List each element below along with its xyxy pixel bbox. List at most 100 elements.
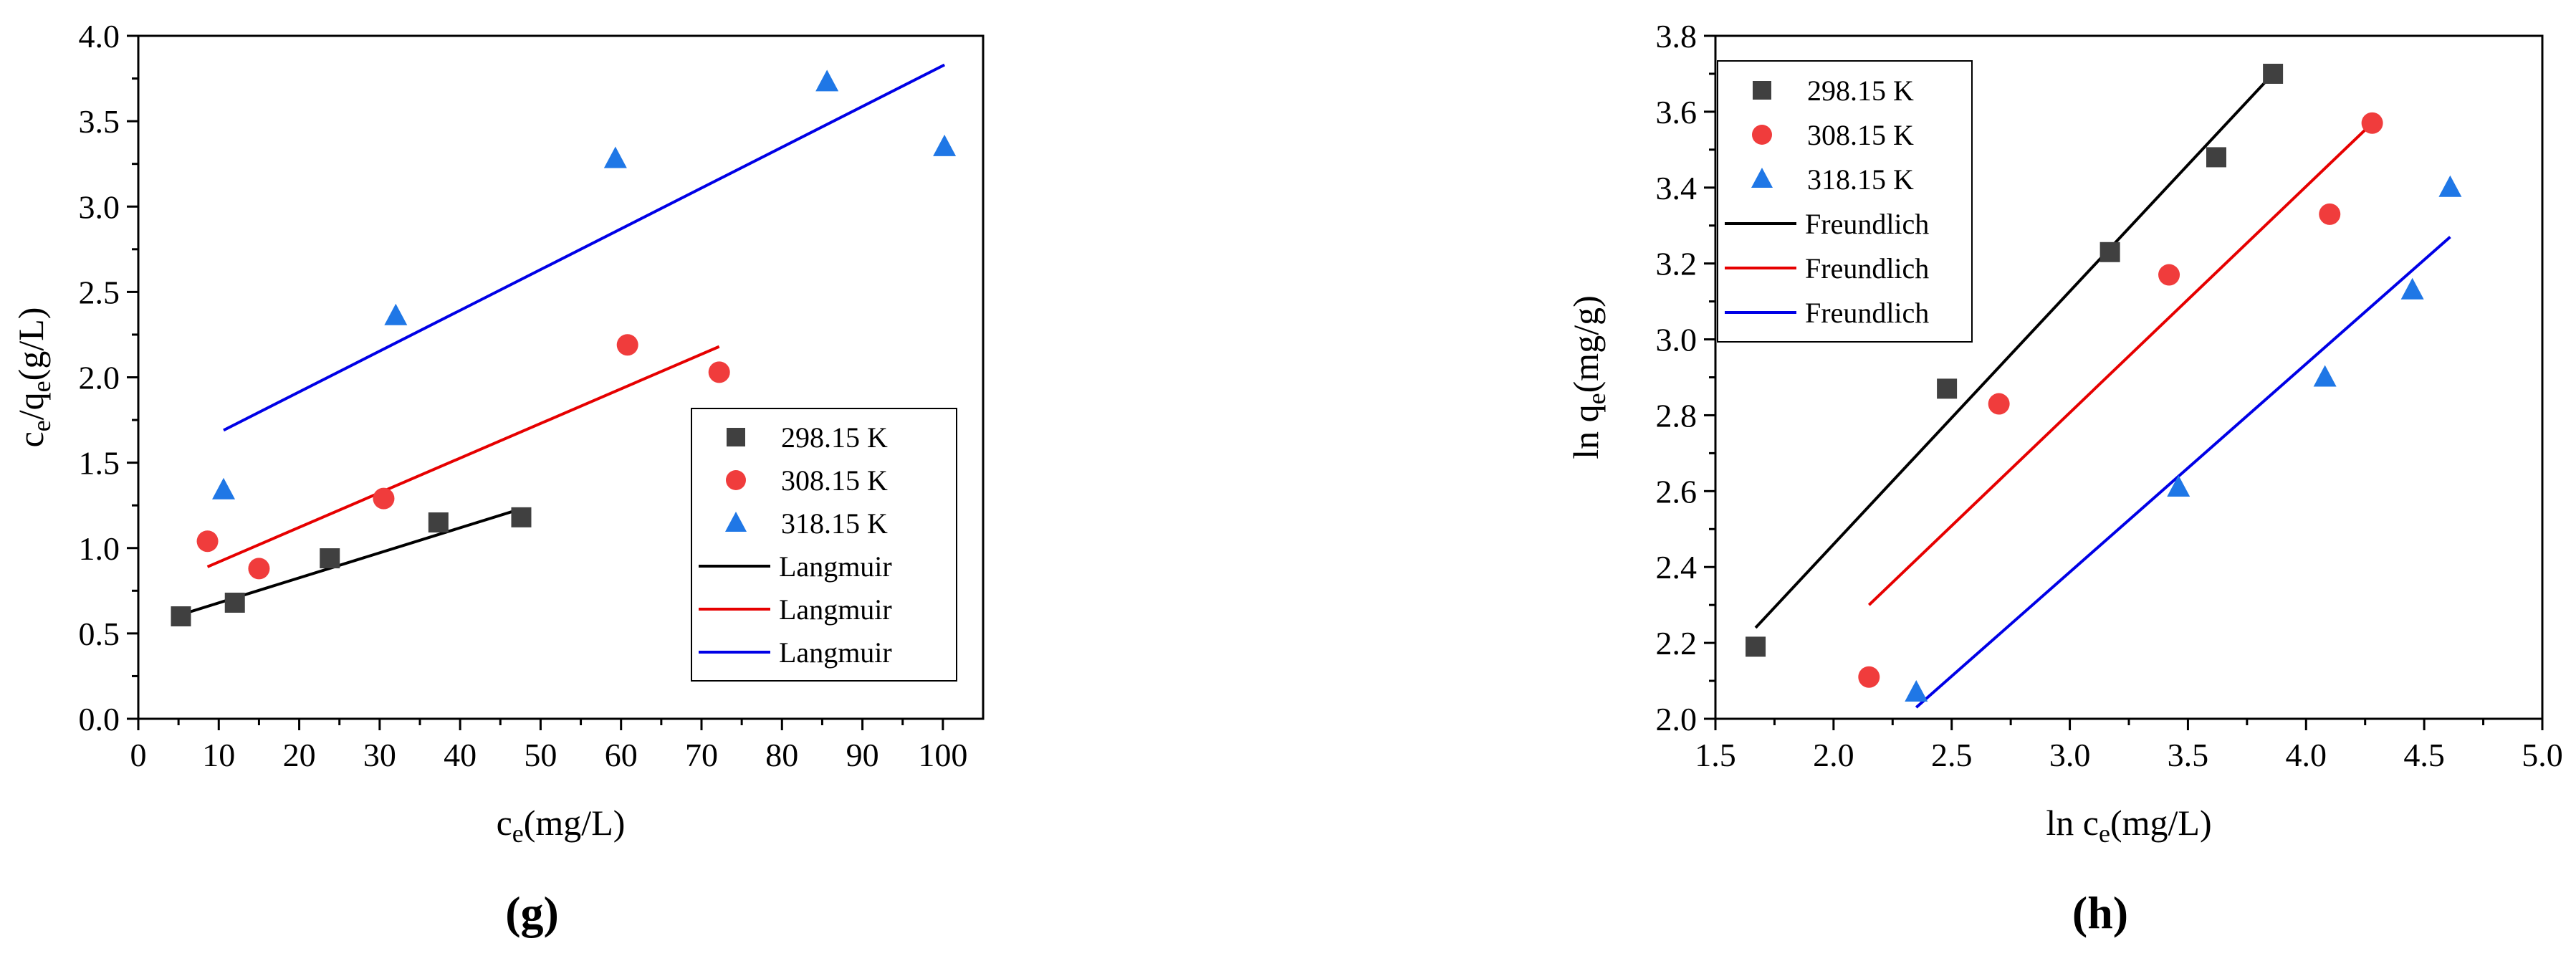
legend-marker (727, 428, 745, 446)
x-tick-label: 0 (130, 737, 147, 773)
legend-marker (726, 470, 746, 490)
legend-entry: 298.15 K (781, 421, 888, 454)
x-tick-label: 40 (444, 737, 477, 773)
x-tick-label: 70 (685, 737, 718, 773)
data-point (2167, 475, 2190, 497)
legend-entry: 308.15 K (781, 464, 888, 497)
data-point (1988, 393, 2010, 415)
data-point (815, 70, 839, 92)
x-tick-label: 60 (605, 737, 638, 773)
data-point (248, 558, 270, 580)
y-tick-label: 3.8 (1656, 18, 1698, 54)
legend-marker (1752, 125, 1772, 145)
data-point (224, 592, 245, 613)
data-point (933, 134, 957, 156)
y-tick-label: 2.8 (1656, 397, 1698, 434)
legend-frame (1717, 60, 1973, 343)
data-point (428, 512, 449, 533)
x-tick-label: 100 (918, 737, 967, 773)
data-point (2319, 203, 2341, 225)
y-tick-label: 0.5 (79, 616, 120, 652)
x-axis-label-g: ce(mg/L) (497, 803, 626, 848)
fit-line (1915, 236, 2451, 709)
x-tick-label: 3.5 (2168, 737, 2209, 773)
x-tick-label: 2.0 (1813, 737, 1854, 773)
x-tick-label: 10 (202, 737, 235, 773)
x-tick-label: 30 (363, 737, 396, 773)
legend-h: 298.15 K 308.15 K 318.15 K Freundlich Freund… (1717, 60, 1973, 343)
data-point (1746, 636, 1766, 657)
chart-h: 1.5 2.0 2.5 3.0 3.5 4.0 4.5 5.02.02.22.42.62.83… (1566, 18, 2563, 938)
legend-entry: Langmuir (779, 550, 892, 583)
y-tick-label: 3.6 (1656, 94, 1698, 130)
data-point (2361, 112, 2383, 134)
x-tick-label: 5.0 (2522, 737, 2563, 773)
y-axis-label-h: ln qe(mg/g) (1566, 295, 1611, 459)
data-point (2400, 277, 2424, 300)
legend-entry: 298.15 K (1807, 75, 1914, 107)
chart-g: 0 10 20 30 40 50 60 70 80 90 100 0.0 0.5 1.0 1.5 2.0 2.5… (11, 18, 985, 938)
ticks-g: 0 10 20 30 40 50 60 70 80 90 100 0.0 0.5 1.0 1.5 2.0 2.5… (79, 18, 968, 773)
data-point (1858, 666, 1880, 688)
y-tick-label: 3.0 (1656, 322, 1698, 358)
panel-label-g: (g) (505, 887, 559, 938)
x-tick-label: 90 (846, 737, 879, 773)
x-axis-label-h: ln ce(mg/L) (2046, 803, 2211, 848)
x-tick-label: 3.0 (2049, 737, 2091, 773)
y-tick-label: 2.5 (79, 274, 120, 310)
legend-entry: Freundlich (1805, 252, 1929, 285)
y-tick-label: 2.0 (1656, 701, 1698, 737)
fit-line (206, 345, 720, 568)
data-point (603, 146, 627, 168)
legend-entry: Freundlich (1805, 297, 1929, 329)
fit-line (1754, 72, 2274, 629)
data-point (1937, 378, 1958, 399)
data-point (511, 507, 532, 527)
data-point (384, 303, 408, 325)
data-point (2438, 175, 2462, 197)
y-tick-label: 3.5 (79, 103, 120, 140)
x-tick-label: 20 (283, 737, 316, 773)
y-tick-label: 2.6 (1656, 473, 1698, 510)
data-point (320, 548, 340, 569)
data-point (196, 530, 219, 553)
y-tick-label: 3.4 (1656, 170, 1698, 206)
legend-marker (725, 512, 747, 532)
y-tick-label: 3.0 (79, 188, 120, 225)
legend-entry: 318.15 K (1807, 163, 1914, 196)
data-point (171, 606, 191, 627)
y-tick-label: 2.4 (1656, 549, 1698, 585)
legend-entry: 318.15 K (781, 507, 888, 540)
fit-line (223, 63, 946, 432)
x-tick-label: 50 (524, 737, 557, 773)
legend-marker (1753, 81, 1771, 100)
y-tick-label: 1.0 (79, 530, 120, 567)
data-point (373, 487, 395, 510)
x-tick-label: 4.0 (2286, 737, 2327, 773)
data-point (708, 361, 730, 383)
x-tick-label: 4.5 (2403, 737, 2445, 773)
fit-line (1867, 122, 2373, 606)
x-tick-label: 80 (765, 737, 798, 773)
y-tick-label: 0.0 (79, 701, 120, 737)
legend-entry: Freundlich (1805, 208, 1929, 240)
fit-lines-h (1754, 72, 2451, 709)
data-point (2313, 365, 2337, 387)
x-tick-label: 2.5 (1931, 737, 1973, 773)
legend-entry: Langmuir (779, 593, 892, 626)
data-points-h (1746, 63, 2462, 702)
data-point (616, 334, 638, 356)
y-tick-label: 2.0 (79, 360, 120, 396)
data-point (2206, 147, 2226, 168)
x-tick-label: 1.5 (1695, 737, 1736, 773)
ticks-h: 1.5 2.0 2.5 3.0 3.5 4.0 4.5 5.02.02.22.42.62.83… (1656, 18, 2563, 773)
legend-g: 298.15 K 308.15 K 318.15 K Langmuir Langmuir… (691, 408, 957, 682)
data-point (1905, 679, 1928, 702)
data-point (2099, 242, 2120, 262)
y-tick-label: 2.2 (1656, 625, 1698, 661)
y-axis-label-g: ce/qe(g/L) (11, 307, 56, 448)
y-tick-label: 4.0 (79, 18, 120, 54)
data-point (2158, 264, 2180, 286)
legend-entry: 308.15 K (1807, 119, 1914, 151)
